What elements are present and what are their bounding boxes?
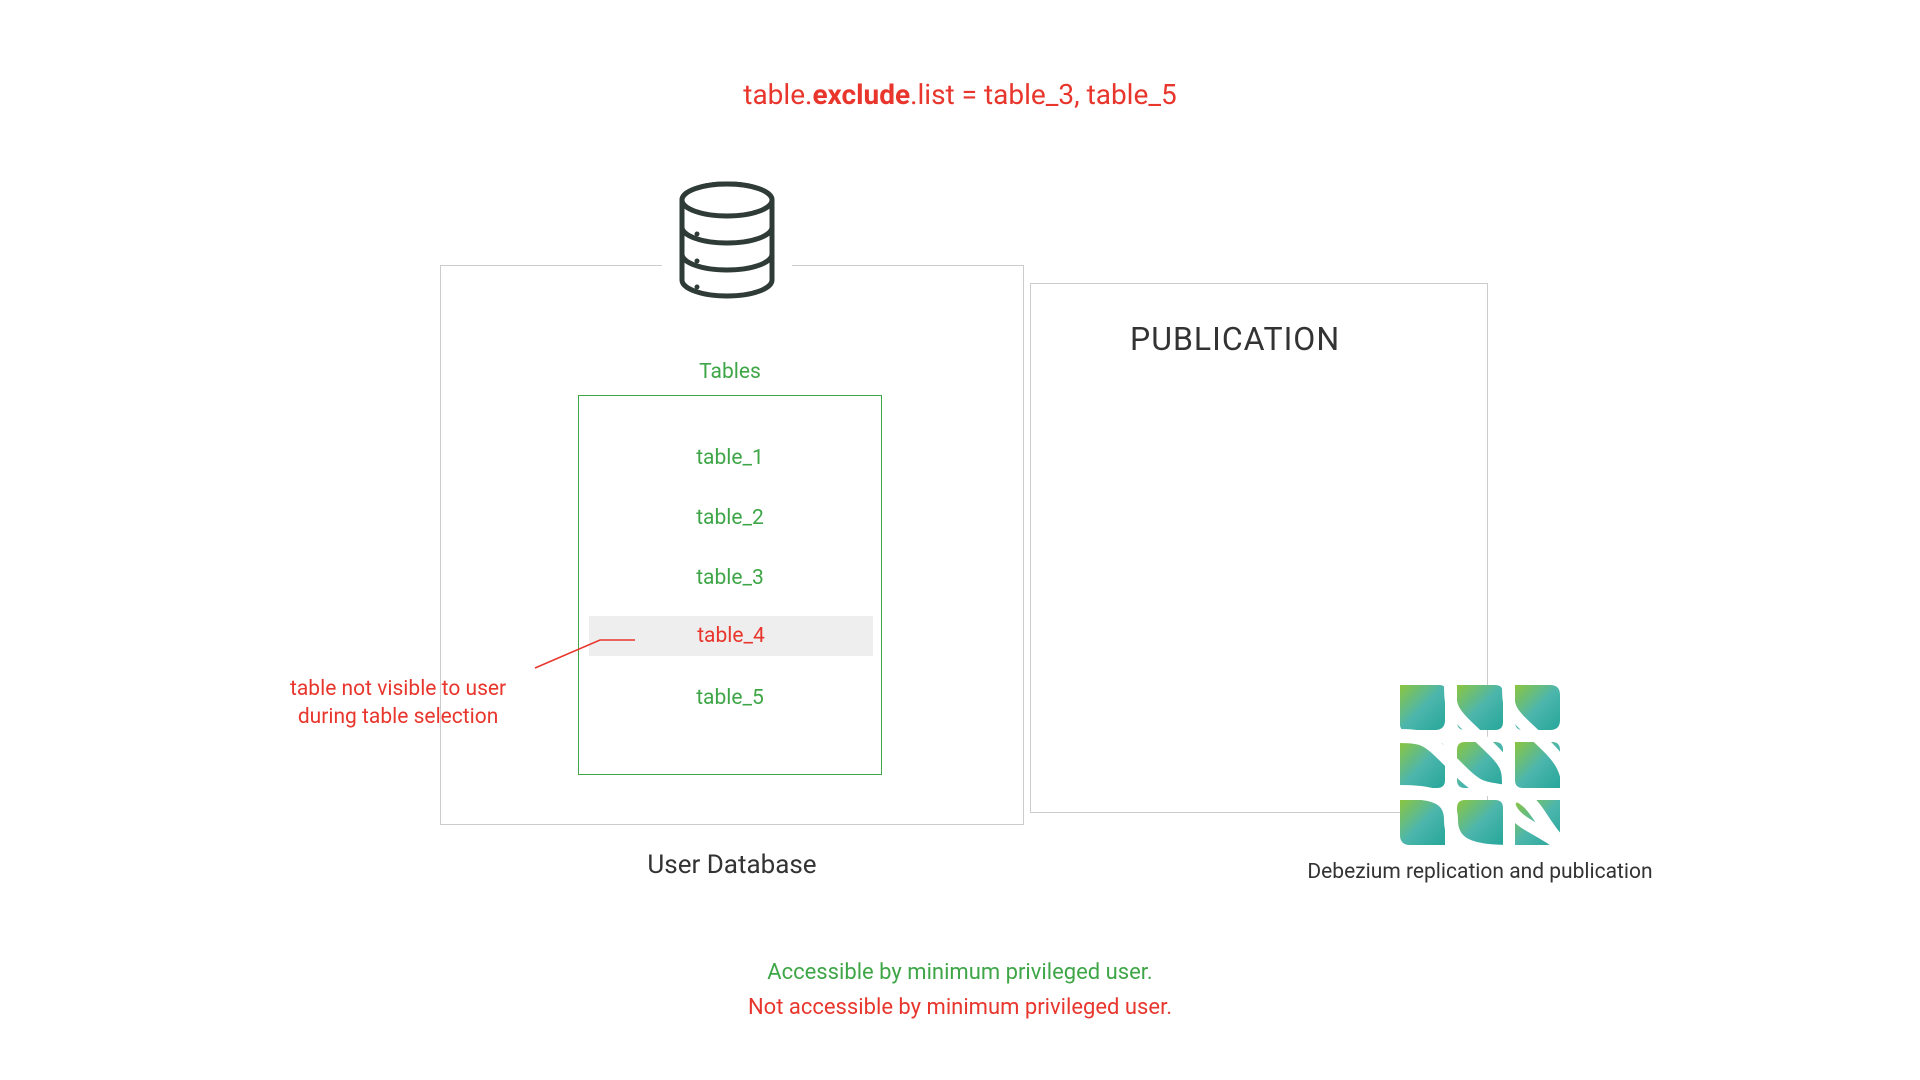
legend: Accessible by minimum privileged user. N… — [748, 955, 1172, 1025]
database-label: User Database — [440, 850, 1024, 880]
database-icon — [662, 175, 792, 305]
annotation-text: table not visible to user during table s… — [290, 675, 506, 732]
legend-accessible: Accessible by minimum privileged user. — [748, 955, 1172, 990]
title-prefix: table. — [743, 78, 812, 111]
table-item-1: table_1 — [579, 446, 881, 470]
debezium-logo-icon — [1395, 680, 1565, 850]
legend-not-accessible: Not accessible by minimum privileged use… — [748, 990, 1172, 1025]
table-item-4: table_4 — [589, 616, 873, 656]
table-item-5: table_5 — [579, 686, 881, 710]
title-suffix: .list = table_3, table_5 — [910, 78, 1177, 111]
diagram-canvas: table.exclude.list = table_3, table_5 PU… — [0, 0, 1920, 1080]
annotation-line1: table not visible to user — [290, 675, 506, 703]
config-title: table.exclude.list = table_3, table_5 — [743, 78, 1176, 111]
tables-title: Tables — [578, 360, 882, 384]
title-bold: exclude — [812, 78, 910, 111]
table-item-2: table_2 — [579, 506, 881, 530]
tables-box: table_1 table_2 table_3 table_4 table_5 — [578, 395, 882, 775]
annotation-line2: during table selection — [290, 703, 506, 731]
table-item-3: table_3 — [579, 566, 881, 590]
publication-title: PUBLICATION — [1130, 320, 1340, 358]
debezium-label: Debezium replication and publication — [1290, 860, 1670, 884]
